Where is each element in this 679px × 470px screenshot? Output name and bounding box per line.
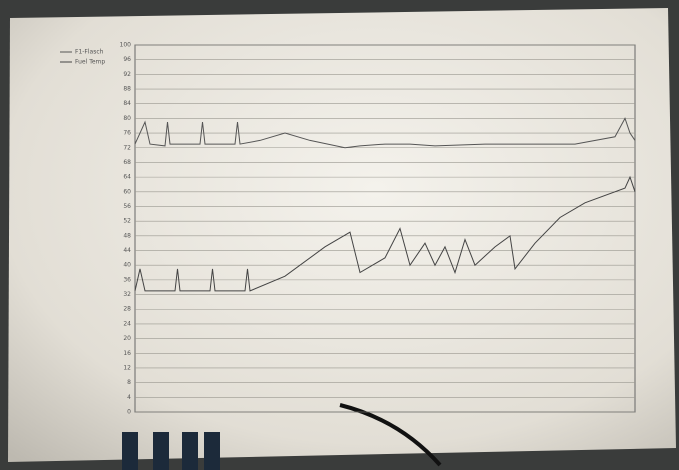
y-tick-label: 76 <box>123 130 131 137</box>
y-tick-label: 88 <box>123 86 131 93</box>
y-tick-label: 28 <box>123 306 131 313</box>
y-tick-label: 4 <box>127 394 131 401</box>
legend-label: Fuel Temp <box>75 59 105 66</box>
y-tick-label: 32 <box>123 291 131 298</box>
y-tick-label: 92 <box>123 71 131 78</box>
y-tick-label: 80 <box>123 115 131 122</box>
y-tick-label: 8 <box>127 379 131 386</box>
y-tick-label: 84 <box>123 100 131 107</box>
y-tick-label: 16 <box>123 350 131 357</box>
chart: 0481216202428323640444852566064687276808… <box>0 0 679 470</box>
y-tick-label: 68 <box>123 159 131 166</box>
y-tick-label: 64 <box>123 174 131 181</box>
y-tick-label: 40 <box>123 262 131 269</box>
paper <box>8 8 676 462</box>
y-tick-label: 100 <box>120 42 132 49</box>
y-tick-label: 52 <box>123 218 131 225</box>
y-tick-label: 20 <box>123 335 131 342</box>
legend-label: F1-Flasch <box>75 49 104 56</box>
y-tick-label: 48 <box>123 232 131 239</box>
y-tick-label: 0 <box>127 409 131 416</box>
y-tick-label: 36 <box>123 276 131 283</box>
y-tick-label: 12 <box>123 364 131 371</box>
page: 0481216202428323640444852566064687276808… <box>0 0 679 470</box>
y-tick-label: 56 <box>123 203 131 210</box>
y-tick-label: 60 <box>123 188 131 195</box>
y-tick-label: 96 <box>123 56 131 63</box>
y-tick-label: 24 <box>123 320 131 327</box>
y-tick-label: 72 <box>123 144 131 151</box>
y-tick-label: 44 <box>123 247 131 254</box>
